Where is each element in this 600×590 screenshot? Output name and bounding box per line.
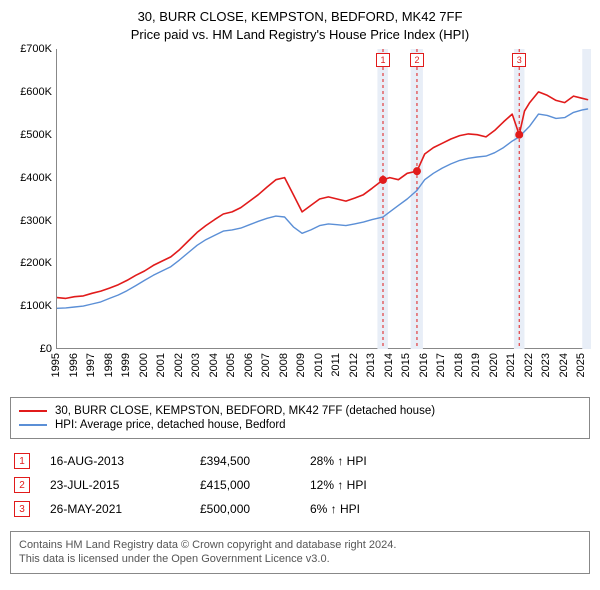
x-tick-label: 2017 xyxy=(435,353,447,377)
sale-date: 26-MAY-2021 xyxy=(50,502,200,516)
sale-marker-label: 1 xyxy=(376,53,390,67)
y-tick-label: £500K xyxy=(20,129,52,141)
title-address: 30, BURR CLOSE, KEMPSTON, BEDFORD, MK42 … xyxy=(10,8,590,26)
sale-pct-vs-hpi: 12% ↑ HPI xyxy=(310,478,367,492)
x-tick-label: 2009 xyxy=(295,353,307,377)
x-tick-label: 2014 xyxy=(383,353,395,377)
legend-label: HPI: Average price, detached house, Bedf… xyxy=(55,419,286,431)
x-tick-label: 1995 xyxy=(50,353,62,377)
x-tick-label: 2004 xyxy=(208,353,220,377)
y-tick-label: £400K xyxy=(20,172,52,184)
sale-index-badge: 1 xyxy=(14,453,30,469)
x-tick-label: 2020 xyxy=(488,353,500,377)
x-tick-label: 2011 xyxy=(330,353,342,377)
figure-container: 30, BURR CLOSE, KEMPSTON, BEDFORD, MK42 … xyxy=(0,0,600,584)
x-tick-label: 2022 xyxy=(523,353,535,377)
x-tick-label: 2023 xyxy=(540,353,552,377)
attribution-footer: Contains HM Land Registry data © Crown c… xyxy=(10,531,590,574)
x-tick-label: 2008 xyxy=(278,353,290,377)
x-tick-label: 2015 xyxy=(400,353,412,377)
x-tick-label: 2000 xyxy=(138,353,150,377)
legend-swatch xyxy=(19,410,47,412)
chart-svg xyxy=(57,49,591,349)
sales-table: 1 16-AUG-2013£394,50028% ↑ HPI 2 23-JUL-201… xyxy=(10,449,590,521)
x-tick-label: 1999 xyxy=(120,353,132,377)
y-tick-label: £600K xyxy=(20,86,52,98)
x-tick-label: 2024 xyxy=(558,353,570,377)
x-tick-label: 1997 xyxy=(85,353,97,377)
title-block: 30, BURR CLOSE, KEMPSTON, BEDFORD, MK42 … xyxy=(10,8,590,43)
footer-line-2: This data is licensed under the Open Gov… xyxy=(19,552,581,566)
x-tick-label: 2012 xyxy=(348,353,360,377)
x-tick-label: 2013 xyxy=(365,353,377,377)
sale-index-badge: 2 xyxy=(14,477,30,493)
legend-swatch xyxy=(19,424,47,426)
x-tick-label: 2019 xyxy=(470,353,482,377)
x-tick-label: 1996 xyxy=(68,353,80,377)
x-tick-label: 2007 xyxy=(260,353,272,377)
x-tick-label: 2018 xyxy=(453,353,465,377)
y-tick-label: £700K xyxy=(20,43,52,55)
sale-pct-vs-hpi: 6% ↑ HPI xyxy=(310,502,360,516)
x-tick-label: 2001 xyxy=(155,353,167,377)
legend-item: HPI: Average price, detached house, Bedf… xyxy=(19,418,581,432)
x-tick-label: 2002 xyxy=(173,353,185,377)
y-tick-label: £300K xyxy=(20,215,52,227)
sale-price: £500,000 xyxy=(200,502,310,516)
x-tick-label: 2016 xyxy=(418,353,430,377)
footer-line-1: Contains HM Land Registry data © Crown c… xyxy=(19,538,581,552)
sale-row: 3 26-MAY-2021£500,0006% ↑ HPI xyxy=(10,497,590,521)
x-tick-label: 1998 xyxy=(103,353,115,377)
legend: 30, BURR CLOSE, KEMPSTON, BEDFORD, MK42 … xyxy=(10,397,590,439)
sale-pct-vs-hpi: 28% ↑ HPI xyxy=(310,454,367,468)
legend-item: 30, BURR CLOSE, KEMPSTON, BEDFORD, MK42 … xyxy=(19,404,581,418)
sale-marker-label: 2 xyxy=(410,53,424,67)
sale-price: £394,500 xyxy=(200,454,310,468)
sale-row: 2 23-JUL-2015£415,00012% ↑ HPI xyxy=(10,473,590,497)
y-tick-label: £100K xyxy=(20,300,52,312)
sale-marker-label: 3 xyxy=(512,53,526,67)
sale-date: 16-AUG-2013 xyxy=(50,454,200,468)
x-tick-label: 2006 xyxy=(243,353,255,377)
sale-price: £415,000 xyxy=(200,478,310,492)
sale-index-badge: 3 xyxy=(14,501,30,517)
chart-area: £0£100K£200K£300K£400K£500K£600K£700K 12… xyxy=(10,49,590,389)
x-axis: 1995199619971998199920002001200220032004… xyxy=(56,349,590,389)
x-tick-label: 2005 xyxy=(225,353,237,377)
sale-row: 1 16-AUG-2013£394,50028% ↑ HPI xyxy=(10,449,590,473)
y-tick-label: £200K xyxy=(20,257,52,269)
legend-label: 30, BURR CLOSE, KEMPSTON, BEDFORD, MK42 … xyxy=(55,405,435,417)
sale-date: 23-JUL-2015 xyxy=(50,478,200,492)
x-tick-label: 2021 xyxy=(505,353,517,377)
x-tick-label: 2010 xyxy=(313,353,325,377)
plot-area: 1 2 3 xyxy=(56,49,590,349)
x-tick-label: 2003 xyxy=(190,353,202,377)
x-tick-label: 2025 xyxy=(575,353,587,377)
y-axis: £0£100K£200K£300K£400K£500K£600K£700K xyxy=(10,49,56,349)
title-subtitle: Price paid vs. HM Land Registry's House … xyxy=(10,26,590,44)
